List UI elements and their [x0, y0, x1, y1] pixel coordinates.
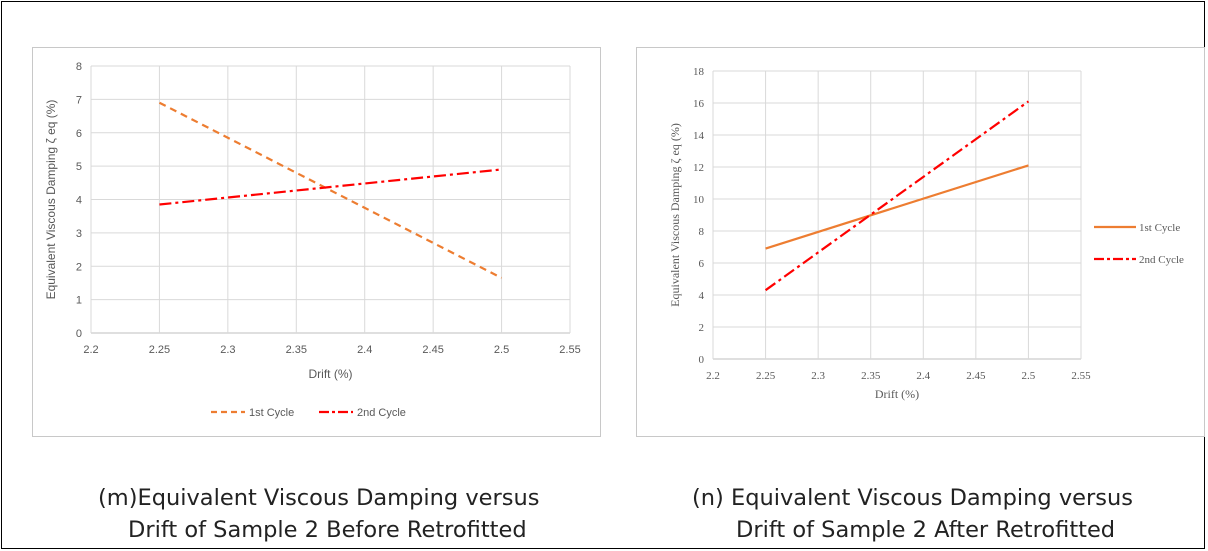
x-tick-label: 2.3: [220, 344, 235, 356]
x-axis-label: Drift (%): [309, 367, 353, 381]
legend-label-2: 2nd Cycle: [357, 407, 406, 419]
x-tick-label: 2.25: [149, 344, 170, 356]
y-tick-label: 10: [693, 194, 705, 206]
y-tick-label: 5: [76, 161, 82, 173]
x-tick-label: 2.3: [811, 370, 825, 382]
caption-m-line1: Equivalent Viscous Damping versus: [137, 485, 540, 511]
x-tick-label: 2.4: [357, 344, 372, 356]
x-tick-label: 2.5: [1022, 370, 1036, 382]
x-tick-label: 2.5: [494, 344, 509, 356]
y-tick-label: 2: [76, 261, 82, 273]
caption-n-line1: Equivalent Viscous Damping versus: [723, 485, 1133, 511]
x-tick-label: 2.45: [422, 344, 443, 356]
caption-n-line2: Drift of Sample 2 After Retrofitted: [736, 517, 1116, 543]
y-tick-label: 4: [76, 195, 82, 207]
series-line-2: [764, 100, 1030, 292]
caption-m-label: (m): [98, 485, 138, 511]
y-tick-label: 6: [699, 258, 705, 270]
y-tick-label: 18: [693, 66, 705, 78]
chart-panel-m: 0 1 2 3 4 5 6 7 8 2.2 2.25 2.3 2.35 2.4 2.45 2.5 2.55 Dri…: [32, 47, 601, 437]
chart-panel-n: 0 2 4 6 8 10 12 14 16 18 2.2 2.25 2.3 2.35 2.4 2.45 2.5 2…: [636, 47, 1205, 437]
legend-label-2: 2nd Cycle: [1139, 254, 1184, 266]
y-tick-label: 16: [693, 98, 705, 110]
y-tick-label: 1: [76, 295, 82, 307]
y-tick-label: 0: [699, 354, 705, 366]
y-tick-label: 3: [76, 228, 82, 240]
x-tick-label: 2.55: [559, 344, 580, 356]
x-tick-label: 2.55: [1071, 370, 1091, 382]
x-tick-label: 2.4: [916, 370, 930, 382]
y-tick-label: 12: [693, 162, 704, 174]
x-tick-label: 2.35: [861, 370, 881, 382]
x-tick-label: 2.2: [83, 344, 98, 356]
y-tick-label: 14: [693, 130, 705, 142]
y-axis-label: Equivalent Viscous Damping ζ eq (%): [668, 123, 682, 307]
series-line-2: [159, 168, 502, 206]
caption-m-line2: Drift of Sample 2 Before Retrofitted: [128, 517, 527, 543]
y-tick-label: 7: [76, 94, 82, 106]
x-tick-label: 2.35: [286, 344, 307, 356]
x-tick-label: 2.2: [706, 370, 720, 382]
chart-m-svg: 0 1 2 3 4 5 6 7 8 2.2 2.25 2.3 2.35 2.4 2.45 2.5 2.55 Dri…: [44, 61, 581, 419]
legend-label-1: 1st Cycle: [249, 407, 294, 419]
x-tick-label: 2.25: [756, 370, 776, 382]
x-tick-label: 2.45: [966, 370, 986, 382]
caption-n-label: (n): [692, 485, 724, 511]
y-tick-label: 8: [699, 226, 705, 238]
caption-n: (n) Equivalent Viscous Damping versus Dr…: [692, 482, 1133, 546]
y-tick-label: 4: [699, 290, 705, 302]
y-tick-label: 6: [76, 128, 82, 140]
y-tick-label: 0: [76, 328, 82, 340]
legend-label-1: 1st Cycle: [1139, 222, 1180, 234]
y-tick-label: 8: [76, 61, 82, 73]
y-axis-label: Equivalent Viscous Damping ζ eq (%): [44, 100, 58, 300]
chart-n-svg: 0 2 4 6 8 10 12 14 16 18 2.2 2.25 2.3 2.35 2.4 2.45 2.5 2…: [668, 66, 1184, 401]
y-tick-label: 2: [699, 322, 705, 334]
series-line-1: [765, 164, 1029, 250]
series-line-1: [158, 101, 503, 279]
x-axis-label: Drift (%): [875, 387, 919, 401]
caption-m: (m)Equivalent Viscous Damping versus Dri…: [98, 482, 539, 546]
